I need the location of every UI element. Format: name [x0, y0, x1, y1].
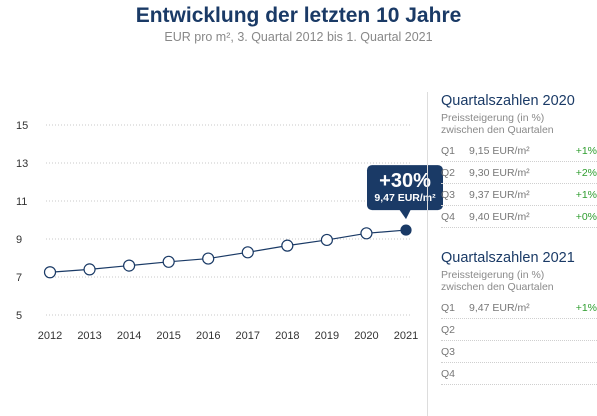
y-tick-label: 9	[16, 234, 22, 246]
quarter-change: +1%	[575, 301, 597, 314]
quarter-change: +0%	[575, 210, 597, 223]
y-tick-label: 7	[16, 272, 22, 284]
annotation-main: +30%	[379, 170, 431, 192]
panel-2021-row-q2: Q2	[441, 319, 597, 341]
x-tick-label: 2017	[236, 330, 260, 342]
panel-divider	[427, 92, 428, 416]
quarter-value: 9,37 EUR/m²	[469, 188, 530, 201]
quarter-label: Q3	[441, 345, 456, 358]
panel-2020: Quartalszahlen 2020 Preissteigerung (in …	[441, 93, 597, 228]
quarter-label: Q3	[441, 188, 456, 201]
quarter-value: 9,40 EUR/m²	[469, 210, 530, 223]
data-point	[83, 263, 96, 276]
series-line	[49, 229, 407, 273]
data-point	[123, 259, 136, 272]
panel-2020-row-q4: Q4 9,40 EUR/m² +0%	[441, 206, 597, 228]
panel-2021-desc-line1: Preissteigerung (in %)	[441, 269, 545, 281]
data-point	[202, 252, 215, 265]
x-tick-label: 2018	[275, 330, 299, 342]
panel-2020-desc-line2: zwischen den Quartalen	[441, 124, 554, 136]
data-point	[162, 255, 175, 268]
annotation-box	[367, 165, 443, 211]
quarter-change: +2%	[575, 166, 597, 179]
x-tick-label: 2012	[38, 330, 62, 342]
panel-2020-row-q1: Q1 9,15 EUR/m² +1%	[441, 140, 597, 162]
x-tick-label: 2014	[117, 330, 141, 342]
x-tick-label: 2020	[354, 330, 378, 342]
y-tick-label: 5	[16, 310, 22, 322]
quarter-label: Q2	[441, 323, 456, 336]
x-tick-label: 2015	[156, 330, 180, 342]
quarter-label: Q2	[441, 166, 456, 179]
quarter-label: Q4	[441, 367, 456, 380]
x-tick-label: 2019	[315, 330, 339, 342]
y-tick-label: 13	[16, 158, 28, 170]
quarter-value: 9,47 EUR/m²	[469, 301, 530, 314]
panel-2021: Quartalszahlen 2021 Preissteigerung (in …	[441, 250, 597, 385]
panel-2021-row-q1: Q1 9,47 EUR/m² +1%	[441, 297, 597, 319]
data-point	[320, 233, 333, 247]
quarter-value: 9,30 EUR/m²	[469, 166, 530, 179]
panel-2021-title: Quartalszahlen 2021	[441, 250, 575, 266]
panel-2021-desc: Preissteigerung (in %) zwischen den Quar…	[441, 269, 597, 293]
highlight-point	[400, 224, 412, 236]
x-tick-label: 2013	[77, 330, 101, 342]
quarter-label: Q1	[441, 301, 456, 314]
panel-2020-desc-line1: Preissteigerung (in %)	[441, 112, 545, 124]
chart-title: Entwicklung der letzten 10 Jahre	[135, 4, 462, 27]
quarter-label: Q1	[441, 144, 456, 157]
panel-2020-row-q3: Q3 9,37 EUR/m² +1%	[441, 184, 597, 206]
quarter-label: Q4	[441, 210, 456, 223]
data-point	[281, 239, 294, 252]
panel-2020-row-q2: Q2 9,30 EUR/m² +2%	[441, 162, 597, 184]
panel-2020-desc: Preissteigerung (in %) zwischen den Quar…	[441, 112, 597, 136]
data-point	[360, 227, 373, 240]
x-tick-label: 2021	[394, 330, 418, 342]
quarter-change: +1%	[575, 144, 597, 157]
panel-2021-desc-line2: zwischen den Quartalen	[441, 281, 554, 293]
annotation-pointer	[399, 209, 411, 220]
y-tick-label: 15	[16, 120, 28, 132]
chart-subtitle: EUR pro m², 3. Quartal 2012 bis 1. Quart…	[164, 30, 433, 44]
x-tick-label: 2016	[196, 330, 220, 342]
y-tick-label: 11	[16, 196, 27, 208]
panel-2021-row-q4: Q4	[441, 363, 597, 385]
panel-2020-title: Quartalszahlen 2020	[441, 93, 575, 109]
annotation-sub: 9,47 EUR/m²	[374, 192, 436, 204]
data-point	[43, 266, 57, 279]
data-point	[241, 246, 254, 259]
quarter-change: +1%	[575, 188, 597, 201]
panel-2021-row-q3: Q3	[441, 341, 597, 363]
quarter-value: 9,15 EUR/m²	[469, 144, 530, 157]
